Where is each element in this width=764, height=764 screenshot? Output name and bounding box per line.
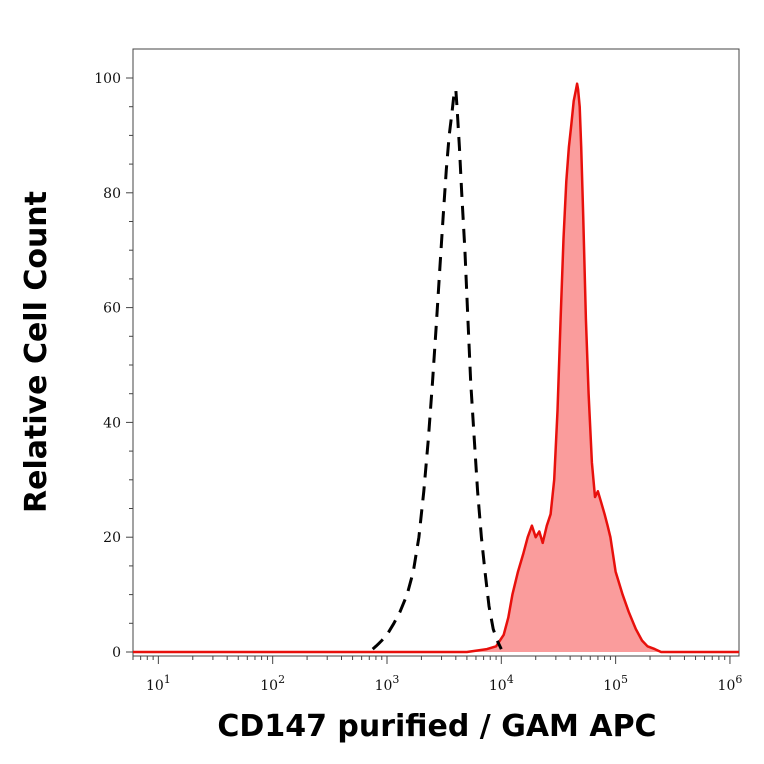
x-tick-label: 105	[603, 673, 628, 694]
y-axis-ticks: 0 20 40 60 80 100	[94, 71, 133, 661]
plot-border	[132, 48, 740, 657]
y-tick-label: 80	[103, 186, 121, 202]
y-tick-label: 40	[103, 415, 121, 431]
y-axis-title: Relative Cell Count	[19, 191, 54, 513]
y-tick-label: 0	[112, 645, 121, 661]
x-tick-label: 104	[489, 673, 514, 694]
x-tick-label: 101	[146, 673, 171, 694]
x-axis-ticks: 101 102 103 104 105 106	[132, 656, 743, 694]
series-layer	[133, 82, 739, 654]
x-tick-label: 103	[375, 673, 400, 694]
x-tick-label: 102	[260, 673, 285, 694]
plot-frame	[132, 48, 740, 657]
x-axis-title: CD147 purified / GAM APC	[217, 709, 656, 744]
y-tick-label: 20	[103, 530, 121, 546]
dashed-histogram-line	[371, 88, 503, 651]
x-tick-label: 106	[718, 673, 743, 694]
y-tick-label: 100	[94, 71, 121, 87]
y-tick-label: 60	[103, 301, 121, 317]
filled-histogram-line	[133, 82, 739, 654]
filled-histogram-area	[133, 83, 739, 652]
